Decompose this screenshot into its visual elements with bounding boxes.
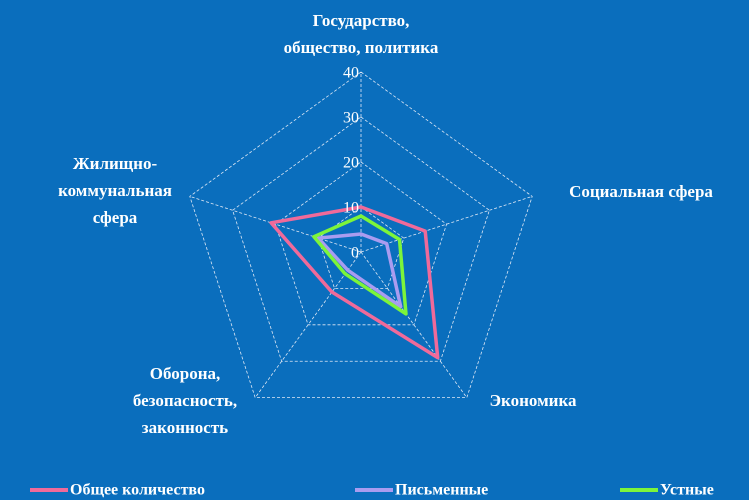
tick-label: 10 xyxy=(343,200,359,217)
spoke xyxy=(360,195,533,253)
legend-label: Письменные xyxy=(395,482,488,499)
series-line xyxy=(269,205,440,360)
tick-label: 20 xyxy=(343,155,359,172)
tick-label: 0 xyxy=(351,245,359,262)
grid-ring xyxy=(189,71,533,399)
axis-label: Государство, xyxy=(313,11,410,30)
legend-label: Общее количество xyxy=(70,482,205,499)
axis-label: Социальная сфера xyxy=(569,182,713,201)
axis-label: Экономика xyxy=(490,391,577,410)
grid-ring xyxy=(274,161,448,326)
legend-label: Устные xyxy=(660,482,714,499)
axis-label: безопасность, xyxy=(133,391,237,410)
axis-label: Оборона, xyxy=(150,364,221,383)
spoke xyxy=(360,251,468,398)
series-line xyxy=(312,214,408,316)
grid-ring xyxy=(232,116,490,362)
series-line xyxy=(316,232,403,309)
tick-label: 40 xyxy=(343,65,359,82)
axis-label: коммунальная xyxy=(58,181,172,200)
axis-label: Жилищно- xyxy=(73,154,158,173)
spoke xyxy=(254,251,362,398)
axis-label: общество, политика xyxy=(284,38,439,57)
axis-label: сфера xyxy=(93,208,138,227)
spoke xyxy=(189,195,362,253)
tick-label: 30 xyxy=(343,110,359,127)
axis-label: законность xyxy=(142,418,228,437)
